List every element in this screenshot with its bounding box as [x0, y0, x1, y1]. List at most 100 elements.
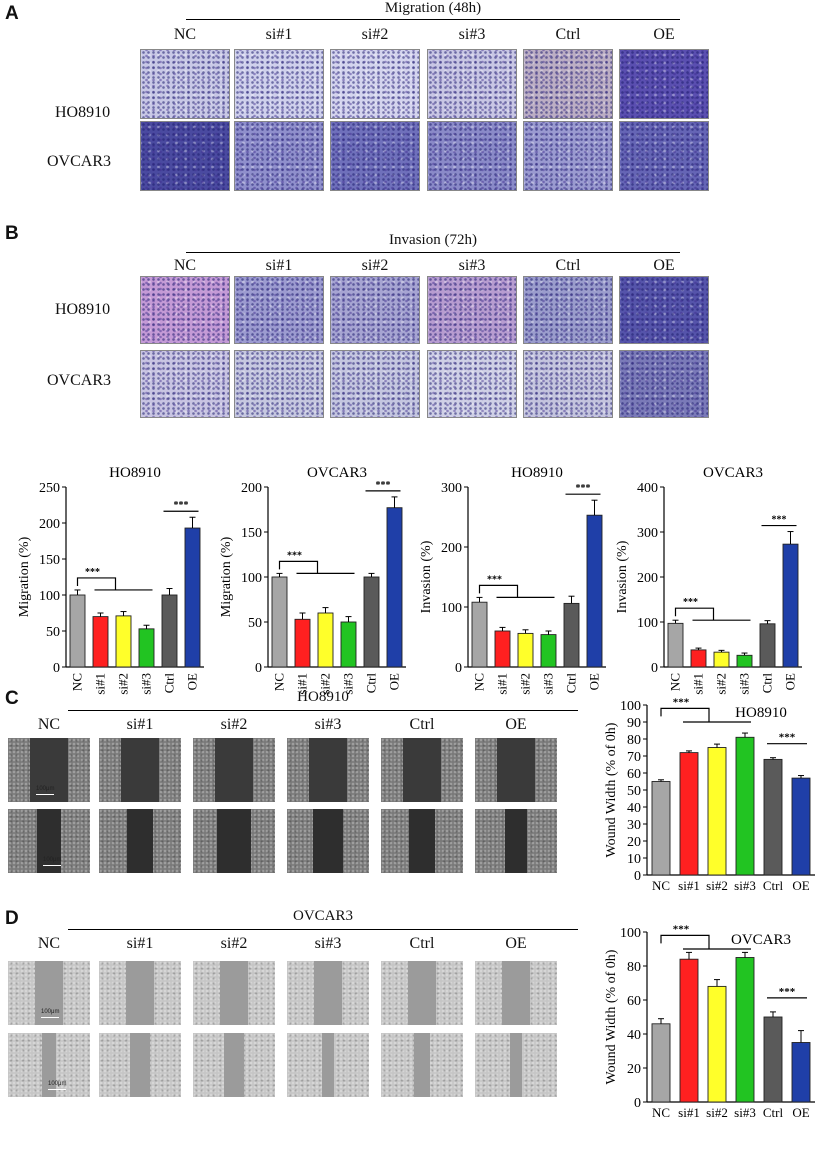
significance-bracket — [660, 707, 710, 722]
bar-si3 — [736, 654, 753, 668]
column-label-ctrl: Ctrl — [555, 257, 581, 274]
bar-nc — [69, 594, 86, 668]
x-tick-label: Ctrl — [763, 878, 784, 893]
column-label-ctrl: Ctrl — [409, 716, 435, 733]
panel-b-rule — [186, 252, 680, 253]
panel-d-rule — [68, 929, 578, 930]
y-tick-label: 40 — [627, 1028, 641, 1043]
x-tick-label: Ctrl — [162, 673, 177, 694]
bar-oe — [184, 527, 201, 668]
y-tick-label: 60 — [627, 994, 641, 1009]
x-tick-label: si#2 — [706, 878, 728, 893]
wound-image — [99, 738, 181, 802]
micrograph — [523, 121, 613, 191]
bar-nc — [651, 1023, 671, 1103]
scale-bar — [36, 794, 54, 795]
micrograph — [234, 121, 324, 191]
y-tick-label: 250 — [39, 481, 60, 496]
significance-bracket — [278, 560, 319, 574]
y-tick-label: 100 — [441, 601, 462, 616]
bar-si1 — [92, 616, 109, 668]
wound-image — [475, 1033, 557, 1097]
bar-ctrl — [563, 602, 580, 668]
bar-si1 — [494, 630, 511, 668]
x-tick-label: si#2 — [706, 1105, 728, 1120]
y-tick-label: 20 — [627, 835, 641, 850]
x-tick-label: si#2 — [714, 673, 729, 695]
bar-si3 — [540, 634, 557, 668]
column-label-si2: si#2 — [361, 26, 389, 43]
x-tick-label: NC — [70, 673, 85, 691]
bar-nc — [667, 622, 684, 668]
x-tick-label: Ctrl — [763, 1105, 784, 1120]
wound-gap — [314, 961, 342, 1025]
wound-gap — [217, 809, 251, 873]
micrograph — [234, 276, 324, 344]
micrograph — [140, 350, 230, 418]
chart-title: OVCAR3 — [731, 932, 791, 948]
y-tick-label: 50 — [46, 625, 60, 640]
y-tick-label: 100 — [620, 926, 641, 941]
y-tick-label: 200 — [637, 571, 658, 586]
significance-bracket — [660, 934, 710, 949]
y-tick-label: 100 — [241, 571, 262, 586]
micrograph — [330, 49, 420, 119]
panel-c-rule — [68, 710, 578, 711]
x-tick-label: si#2 — [518, 673, 533, 695]
wound-gap — [35, 961, 63, 1025]
wound-image — [99, 1033, 181, 1097]
column-label-oe: OE — [653, 257, 675, 274]
bar-si1 — [690, 649, 707, 668]
wound-image — [193, 738, 275, 802]
bar-si2 — [115, 615, 132, 668]
wound-gap — [510, 1033, 522, 1097]
wound-image — [193, 809, 275, 873]
micrograph — [619, 276, 709, 344]
bar-si2 — [517, 632, 534, 668]
x-tick-label: si#3 — [139, 673, 154, 695]
micrograph — [619, 49, 709, 119]
bar-oe — [586, 514, 603, 668]
scale-bar — [41, 1017, 59, 1018]
bar-si3 — [138, 628, 155, 668]
micrograph — [427, 350, 517, 418]
significance-label: *** — [779, 732, 796, 744]
y-axis-label: Invasion (%) — [615, 540, 630, 613]
chart-2: 0 100 200 300 Invasion (%) HO8910 NC si#1 si#2 si… — [419, 465, 606, 695]
micrograph — [140, 49, 230, 119]
wound-image — [381, 1033, 463, 1097]
wound-image: 100μm — [8, 961, 90, 1025]
y-tick-label: 40 — [627, 801, 641, 816]
wound-image — [193, 961, 275, 1025]
y-tick-label: 200 — [39, 517, 60, 532]
significance-bracket — [674, 607, 715, 621]
x-tick-label: si#1 — [691, 673, 706, 695]
micrograph — [140, 276, 230, 344]
micrograph — [234, 49, 324, 119]
bar-si2 — [317, 612, 334, 668]
bar-ctrl — [161, 594, 178, 668]
x-tick-label: OE — [792, 1105, 809, 1120]
panel-b-row-ovcar3: OVCAR3 — [47, 372, 112, 389]
x-tick-label: si#3 — [341, 673, 356, 695]
wound-gap — [215, 738, 253, 802]
y-axis-label: Migration (%) — [17, 536, 32, 617]
bar-si2 — [713, 651, 730, 668]
column-label-si2: si#2 — [220, 716, 248, 733]
x-tick-label: NC — [472, 673, 487, 691]
significance-label: *** — [376, 480, 391, 491]
y-tick-label: 10 — [627, 852, 641, 867]
panel-b-title: Invasion (72h) — [389, 232, 477, 248]
column-label-nc: NC — [37, 716, 61, 733]
micrograph — [330, 276, 420, 344]
column-label-nc: NC — [37, 935, 61, 952]
wound-gap — [309, 738, 347, 802]
micrograph — [330, 121, 420, 191]
y-tick-label: 0 — [455, 661, 462, 676]
y-tick-label: 100 — [620, 699, 641, 714]
x-tick-label: NC — [272, 673, 287, 691]
wound-image — [287, 809, 369, 873]
wound-image — [475, 961, 557, 1025]
x-tick-label: si#2 — [318, 673, 333, 695]
y-tick-label: 100 — [637, 616, 658, 631]
